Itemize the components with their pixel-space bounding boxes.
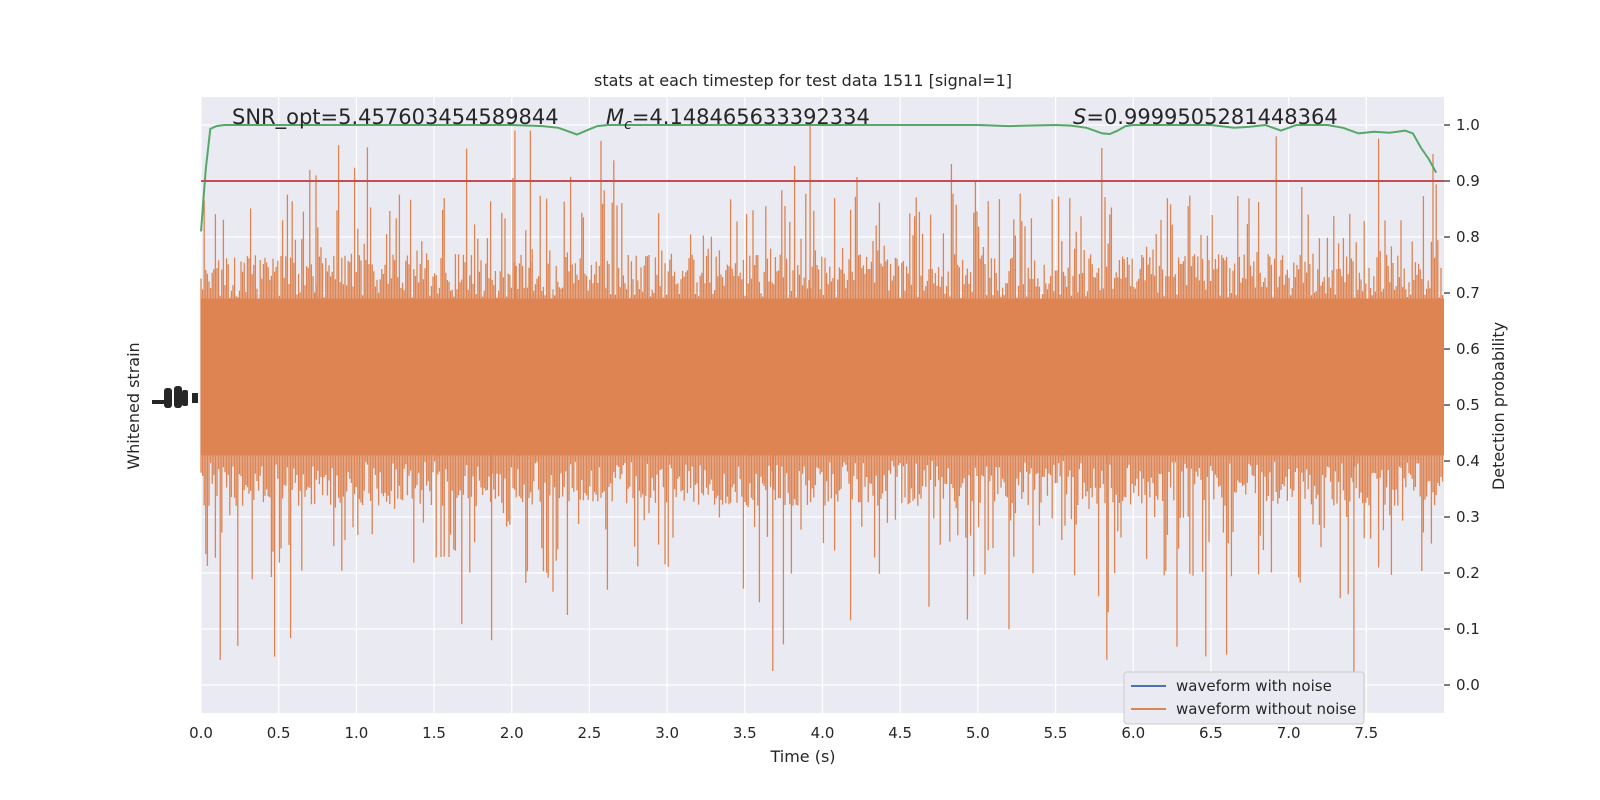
annotation-chirp-mass: Mc=4.148465633392334 bbox=[606, 105, 870, 133]
x-tick-label: 7.0 bbox=[1277, 724, 1301, 742]
x-axis-label: Time (s) bbox=[769, 747, 835, 766]
y-tick-label: 0.6 bbox=[1456, 340, 1480, 358]
legend-box bbox=[1123, 671, 1365, 725]
x-tick-label: 3.0 bbox=[655, 724, 679, 742]
x-tick-label: 5.5 bbox=[1044, 724, 1068, 742]
x-tick-label: 6.0 bbox=[1121, 724, 1145, 742]
y-tick-label: 0.1 bbox=[1456, 620, 1480, 638]
x-tick-label: 1.0 bbox=[344, 724, 368, 742]
x-tick-label: 0.5 bbox=[267, 724, 291, 742]
x-tick-label: 1.5 bbox=[422, 724, 446, 742]
legend-label-clean: waveform without noise bbox=[1176, 700, 1356, 718]
y-tick-labels-right: 0.0 0.1 0.2 0.3 0.4 0.5 0.6 0.7 0.8 0.9 1.0 bbox=[1444, 116, 1480, 694]
legend: waveform with noise waveform without noi… bbox=[1123, 671, 1365, 725]
annotation-s: S=0.9999505281448364 bbox=[1073, 105, 1338, 129]
left-axis-ticks-clutter bbox=[152, 386, 198, 408]
x-tick-label: 3.5 bbox=[733, 724, 757, 742]
x-tick-label: 6.5 bbox=[1199, 724, 1223, 742]
noise-spikes bbox=[200, 125, 1444, 683]
y-axis-label-right: Detection probability bbox=[1489, 322, 1508, 490]
x-tick-label: 4.0 bbox=[811, 724, 835, 742]
y-axis-label-left: Whitened strain bbox=[124, 342, 143, 469]
annotation-snr: SNR_opt=5.457603454589844 bbox=[232, 105, 559, 130]
x-tick-label: 2.0 bbox=[500, 724, 524, 742]
chart-title: stats at each timestep for test data 151… bbox=[594, 71, 1012, 90]
x-tick-label: 7.5 bbox=[1354, 724, 1378, 742]
x-tick-label: 0.0 bbox=[189, 724, 213, 742]
y-tick-label: 0.3 bbox=[1456, 508, 1480, 526]
x-tick-labels: 0.0 0.5 1.0 1.5 2.0 2.5 3.0 3.5 4.0 4.5 5.0 5.5 6.0 6… bbox=[189, 724, 1378, 742]
y-tick-label: 0.0 bbox=[1456, 676, 1480, 694]
y-tick-label: 0.4 bbox=[1456, 452, 1480, 470]
x-tick-label: 5.0 bbox=[966, 724, 990, 742]
y-tick-label: 0.5 bbox=[1456, 396, 1480, 414]
y-tick-label: 0.9 bbox=[1456, 172, 1480, 190]
waveform-without-noise-series bbox=[200, 125, 1444, 683]
x-tick-label: 2.5 bbox=[578, 724, 602, 742]
y-tick-label: 0.7 bbox=[1456, 284, 1480, 302]
x-tick-label: 4.5 bbox=[888, 724, 912, 742]
y-tick-label: 0.2 bbox=[1456, 564, 1480, 582]
lines bbox=[200, 123, 1444, 406]
y-tick-label: 0.8 bbox=[1456, 228, 1480, 246]
detection-probability-line bbox=[200, 123, 1438, 232]
y-tick-label: 1.0 bbox=[1456, 116, 1480, 134]
legend-label-noisy: waveform with noise bbox=[1176, 677, 1332, 695]
